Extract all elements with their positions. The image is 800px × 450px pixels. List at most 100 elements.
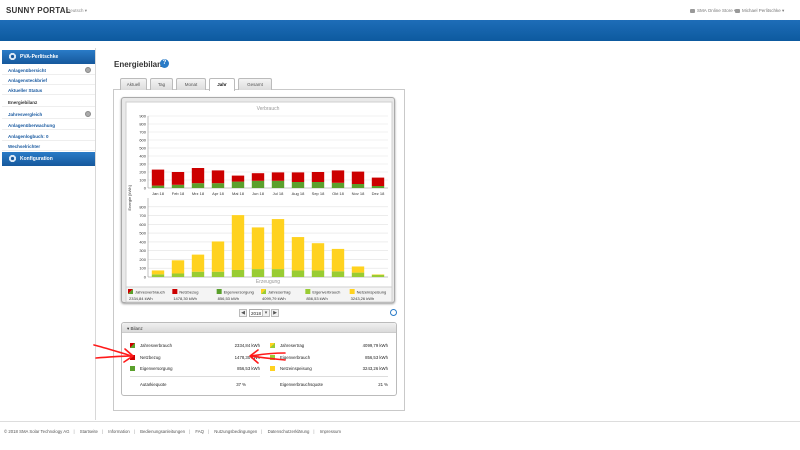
y-tick-label: 0 — [144, 275, 147, 280]
separator: | — [261, 429, 263, 434]
erzeugung-bar — [311, 270, 325, 277]
erzeugung-bar — [271, 219, 285, 270]
y-tick-label: 200 — [139, 257, 146, 262]
separator: | — [207, 429, 210, 434]
y-tick-label: 700 — [139, 213, 146, 218]
gear-icon — [8, 154, 17, 163]
sidebar-item-aktueller-status[interactable]: Aktueller Status — [2, 85, 95, 95]
separator: | — [313, 429, 315, 434]
tab-tag[interactable]: Tag — [150, 78, 173, 90]
bilanz-row-eigenversorgung: Eigenversorgung 856,53 kWh — [130, 365, 260, 373]
y-tick-label: 300 — [139, 248, 146, 253]
erzeugung-bar — [231, 215, 245, 270]
export-icon[interactable] — [390, 309, 397, 316]
sidebar-config-header[interactable]: Konfiguration — [2, 152, 95, 166]
user-menu[interactable]: Michael Perlitschke ▾ — [735, 8, 784, 14]
divider — [130, 376, 260, 377]
y-tick-label: 600 — [139, 222, 146, 227]
footer-link-anleitungen[interactable]: Bedienungsanleitungen — [140, 429, 185, 434]
footer-link-startseite[interactable]: Startseite — [79, 429, 98, 434]
sidebar-plant-header[interactable]: PVA-Perlitschke — [2, 50, 95, 64]
bilanz-value: 856,53 kWh — [365, 355, 388, 360]
tab-jahr[interactable]: Jahr — [209, 78, 235, 91]
sidebar-item-label: Wechselrichter — [8, 143, 41, 149]
footer-link-information[interactable]: Information — [108, 429, 130, 434]
erzeugung-bar — [251, 227, 265, 270]
bilanz-label: Autarkiequote — [140, 382, 167, 387]
sidebar-item-anlagenuebersicht[interactable]: Anlagenübersicht — [2, 65, 95, 75]
x-tick-label: Apr 18 — [212, 191, 225, 196]
separator: | — [101, 429, 104, 434]
red-arrow-annotation — [249, 349, 286, 364]
y-tick-label: 100 — [139, 266, 146, 271]
y-axis-label: Energie [kWh] — [127, 185, 132, 210]
footer-link-nutzungsbedingungen[interactable]: Nutzungsbedingungen — [214, 429, 258, 434]
bilanz-label: Netzeinspeisung — [280, 366, 312, 371]
footer-links: © 2018 SMA Solar Technology AG | Startsei… — [0, 427, 800, 437]
bilanz-label: Eigenversorgung — [140, 366, 173, 371]
erzeugung-bar — [191, 254, 205, 272]
sunny-portal-logo[interactable]: SUNNY PORTAL — [6, 6, 71, 15]
divider — [270, 376, 388, 377]
sidebar-item-jahresvergleich[interactable]: Jahresvergleich — [2, 109, 95, 119]
bilanz-row-netzbezug: Netzbezug 1478,30 kWh — [130, 354, 260, 362]
globe-icon — [85, 111, 91, 117]
sidebar-item-anlagenueberwachung[interactable]: Anlagenüberwachung — [2, 120, 95, 130]
bilanz-value: 2334,84 kWh — [234, 343, 260, 348]
sidebar-item-label: Jahresvergleich — [8, 111, 43, 117]
y-tick-label: 400 — [139, 154, 146, 159]
sidebar-item-anlagenlogbuch[interactable]: Anlagenlogbuch: 0 — [2, 131, 95, 141]
online-store-link[interactable]: SMA Online Store ▾ — [690, 8, 736, 14]
chevron-down-icon: ▾ — [84, 8, 88, 13]
x-tick-label: Mrz 18 — [192, 191, 205, 196]
footer-link-datenschutz[interactable]: Datenschutzerklärung — [267, 429, 310, 434]
verbrauch-bar — [251, 173, 265, 181]
bilanz-value: 3243,26 kWh — [362, 366, 388, 371]
legend-swatch — [130, 355, 135, 360]
bilanz-label: Jahresverbrauch — [140, 343, 173, 348]
legend-value: 2334,84 kWh — [129, 296, 153, 301]
bilanz-header[interactable]: ▾ Bilanz — [122, 323, 396, 333]
erzeugung-bar — [251, 269, 265, 277]
verbrauch-title: Verbrauch — [257, 106, 280, 112]
bilanz-row-jahresertrag: Jahresertrag 4099,79 kWh — [270, 342, 388, 350]
year-field[interactable]: 2018 — [249, 309, 263, 317]
legend-background — [125, 286, 393, 303]
erzeugung-bar — [291, 237, 305, 271]
sidebar-item-energiebilanz[interactable]: Energiebilanz — [2, 97, 95, 107]
separator: | — [133, 429, 135, 434]
bilanz-value: 37 % — [236, 382, 246, 387]
sidebar-item-label: Anlagenübersicht — [8, 67, 47, 73]
previous-year-button[interactable]: ◀ — [239, 309, 247, 317]
sidebar-item-label: Aktueller Status — [8, 87, 43, 93]
legend-label: Eigenversorgung — [224, 290, 254, 295]
x-tick-label: Dez 18 — [372, 191, 385, 196]
separator: | — [189, 429, 191, 434]
year-dropdown-button[interactable]: ▾ — [262, 309, 270, 317]
bilanz-value: 21 % — [378, 382, 388, 387]
language-selector[interactable]: Deutsch ▾ — [67, 8, 87, 14]
footer-link-impressum[interactable]: Impressum — [319, 429, 341, 434]
y-tick-label: 800 — [139, 204, 146, 209]
header-band — [0, 20, 800, 41]
next-year-button[interactable]: ▶ — [271, 309, 279, 317]
legend-value: 856,53 kWh — [218, 296, 239, 301]
sidebar-item-label: Anlagenlogbuch: 0 — [8, 133, 49, 139]
legend-label: Eigenverbrauch — [312, 290, 340, 295]
y-tick-label: 900 — [139, 114, 146, 119]
footer-link-faq[interactable]: FAQ — [195, 429, 204, 434]
tab-gesamt[interactable]: Gesamt — [238, 78, 272, 90]
erzeugung-bar — [191, 271, 205, 277]
legend-swatch — [172, 289, 178, 294]
tab-monat[interactable]: Monat — [176, 78, 206, 90]
erzeugung-bar — [211, 241, 225, 272]
x-tick-label: Jul 18 — [273, 191, 284, 196]
tab-aktuell[interactable]: Aktuell — [120, 78, 147, 90]
legend-swatch — [130, 366, 135, 371]
legend-value: 856,53 kWh — [306, 296, 327, 301]
help-icon[interactable]: ? — [160, 59, 169, 68]
erzeugung-bar — [151, 274, 165, 277]
verbrauch-bar — [231, 181, 245, 188]
sidebar-item-wechselrichter[interactable]: Wechselrichter — [2, 141, 95, 151]
sidebar-item-anlagensteckbrief[interactable]: Anlagensteckbrief — [2, 75, 95, 85]
